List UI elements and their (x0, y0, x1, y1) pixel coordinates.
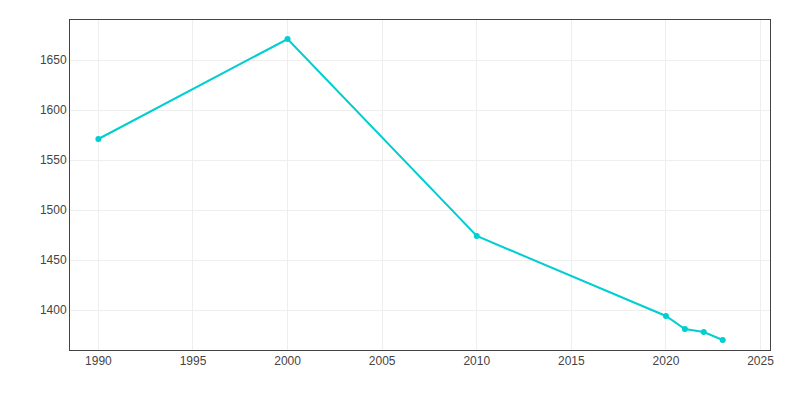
svg-text:1400: 1400 (40, 303, 67, 317)
svg-text:1500: 1500 (40, 203, 67, 217)
svg-text:2005: 2005 (369, 354, 396, 368)
svg-text:1600: 1600 (40, 103, 67, 117)
svg-text:2020: 2020 (653, 354, 680, 368)
svg-text:1995: 1995 (180, 354, 207, 368)
svg-text:2015: 2015 (558, 354, 585, 368)
svg-text:1550: 1550 (40, 153, 67, 167)
svg-text:2025: 2025 (747, 354, 774, 368)
svg-text:2000: 2000 (274, 354, 301, 368)
svg-text:1450: 1450 (40, 253, 67, 267)
svg-text:2010: 2010 (463, 354, 490, 368)
svg-text:1990: 1990 (85, 354, 112, 368)
svg-text:1650: 1650 (40, 53, 67, 67)
